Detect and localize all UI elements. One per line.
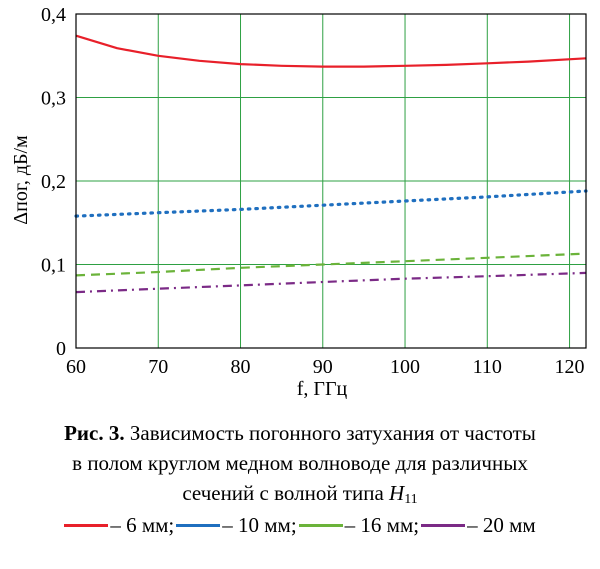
caption-line-1: Зависимость погонного затухания от часто…: [124, 421, 536, 445]
legend-item: – 10 мм;: [176, 510, 297, 540]
tick-labels: 60 70 80 90 100 110 120 0 0,1 0,2 0,3 0,4: [41, 4, 585, 378]
x-tick-label: 100: [390, 356, 420, 378]
series-line-3: [75, 252, 587, 277]
legend-label: – 16 мм;: [344, 513, 420, 537]
y-tick-label: 0: [56, 338, 66, 360]
x-tick-label: 120: [555, 356, 585, 378]
figure-caption: Рис. 3. Зависимость погонного затухания …: [0, 418, 600, 515]
y-tick-label: 0,4: [41, 4, 66, 26]
legend-item: – 16 мм;: [298, 510, 420, 540]
legend-label: – 6 мм;: [110, 513, 175, 537]
series-line-2: [74, 189, 588, 218]
plot-frame: [75, 13, 587, 349]
x-axis-label: f, ГГц: [297, 378, 348, 400]
legend-swatch: [176, 523, 221, 527]
y-tick-label: 0,1: [41, 255, 66, 277]
caption-mode-subscript: 11: [404, 492, 418, 507]
x-tick-label: 90: [313, 356, 333, 378]
caption-mode-symbol: H: [389, 481, 405, 505]
x-tick-label: 110: [473, 356, 502, 378]
legend-swatch: [64, 523, 109, 527]
series-group: [74, 34, 588, 294]
caption-line-3: сечений с волной типа: [182, 481, 390, 505]
legend-label: – 20 мм: [467, 513, 536, 537]
legend-swatch: [421, 523, 466, 527]
x-tick-label: 70: [148, 356, 168, 378]
legend-label: – 10 мм;: [222, 513, 297, 537]
y-tick-label: 0,3: [41, 88, 66, 110]
legend-item: – 6 мм;: [64, 510, 174, 540]
series-line-1: [75, 34, 587, 68]
y-tick-label: 0,2: [41, 171, 66, 193]
chart: 60 70 80 90 100 110 120 0 0,1 0,2 0,3 0,4 f, ГГц Δп…: [10, 4, 588, 400]
axes: [75, 13, 587, 349]
x-tick-label: 80: [231, 356, 251, 378]
x-tick-label: 60: [66, 356, 86, 378]
grid: [76, 13, 586, 348]
series-line-4: [75, 271, 587, 294]
legend-item: – 20 мм: [421, 510, 536, 540]
caption-figure-number: Рис. 3.: [64, 421, 125, 445]
legend: – 6 мм; – 10 мм; – 16 мм; – 20 мм: [0, 510, 600, 540]
legend-swatch: [298, 523, 343, 527]
y-axis-label: Δпог, дБ/м: [10, 135, 32, 225]
caption-line-2: в полом круглом медном волноводе для раз…: [72, 451, 528, 475]
